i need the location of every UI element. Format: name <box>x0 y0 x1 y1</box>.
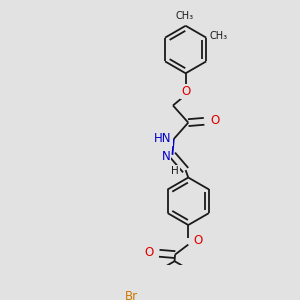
Text: O: O <box>210 114 219 127</box>
Text: O: O <box>194 234 203 248</box>
Text: H: H <box>171 166 179 176</box>
Text: O: O <box>144 246 153 259</box>
Text: HN: HN <box>154 132 172 145</box>
Text: O: O <box>181 85 190 98</box>
Text: N: N <box>162 150 170 163</box>
Text: CH₃: CH₃ <box>210 31 228 40</box>
Text: CH₃: CH₃ <box>175 11 194 21</box>
Text: Br: Br <box>125 290 138 300</box>
